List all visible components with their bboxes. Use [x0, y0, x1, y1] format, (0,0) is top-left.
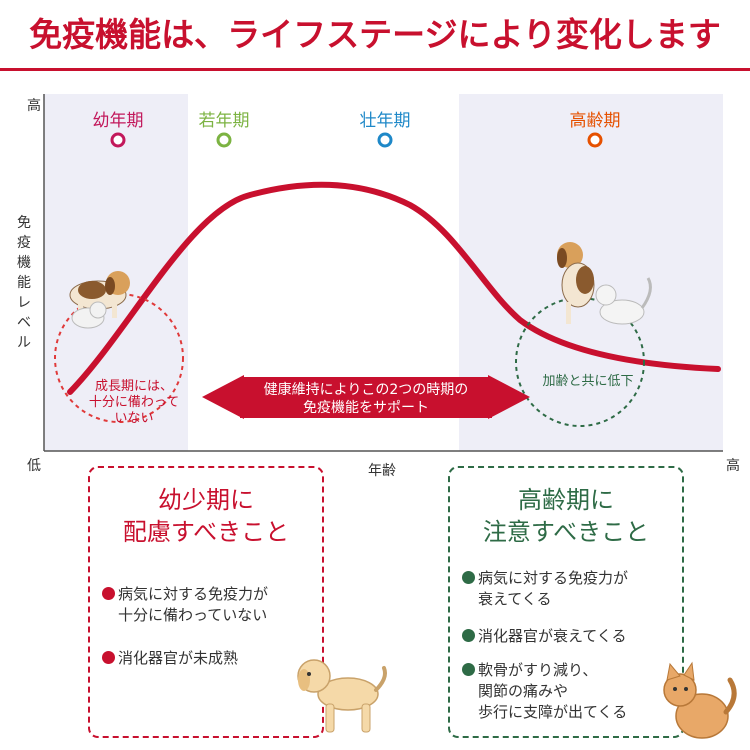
y-axis-label-char: 免: [17, 215, 31, 231]
young-item: 病気に対する免疫力が 十分に備わっていない: [102, 584, 314, 626]
bullet-dot: [102, 651, 115, 664]
card-title-line: 高齢期に: [518, 486, 614, 514]
senior-item: 軟骨がすり減り、 関節の痛みや 歩行に支障が出てくる: [462, 660, 674, 723]
y-axis-high-label: 高: [27, 97, 41, 114]
item-line: 消化器官が衰えてくる: [478, 627, 627, 645]
young-card-title: 幼少期に 配慮すべきこと: [90, 484, 322, 548]
item-line: 軟骨がすり減り、: [478, 661, 598, 679]
immune-curve: [67, 181, 721, 395]
item-line: 病気に対する免疫力が: [118, 585, 269, 603]
arrow-right-head: [488, 375, 530, 419]
item-line: 関節の痛みや: [478, 682, 569, 700]
y-axis-label-char: ル: [17, 335, 31, 351]
bullet-dot: [462, 663, 475, 676]
y-axis-label-char: 機: [17, 255, 31, 271]
young-care-card: 幼少期に 配慮すべきこと 病気に対する免疫力が 十分に備わっていない 消化器官が…: [88, 466, 324, 738]
card-title-line: 注意すべきこと: [482, 518, 650, 546]
young-note-circle: [54, 293, 184, 423]
stage-label-young: 幼年期: [93, 111, 144, 131]
stage-marker-young: [110, 132, 126, 148]
stage-label-junior: 若年期: [199, 111, 250, 131]
cat-illustration: [663, 661, 737, 739]
immune-diagram: 高 低 高 年齢 免 疫 機 能 レ ベ ル 幼年期 若年期 壮年期 高齢期 成…: [17, 94, 740, 479]
y-axis-label-char: レ: [17, 295, 31, 311]
senior-item: 消化器官が衰えてくる: [462, 626, 674, 647]
x-axis-label: 年齢: [368, 463, 396, 479]
page-title: 免疫機能は、ライフステージにより変化します: [29, 15, 721, 54]
senior-item: 病気に対する免疫力が 衰えてくる: [462, 568, 674, 610]
item-line: 消化器官が未成熟: [118, 649, 239, 667]
stage-label-adult: 壮年期: [360, 111, 411, 131]
card-title-line: 配慮すべきこと: [122, 518, 290, 546]
senior-note-circle: [515, 297, 645, 427]
young-note-line: いない: [114, 411, 153, 426]
x-axis-high-label: 高: [726, 457, 740, 474]
puppy-kitten-illustration: [69, 271, 130, 329]
y-axis-label-char: ベ: [17, 315, 31, 331]
stage-marker-senior: [587, 132, 603, 148]
young-item: 消化器官が未成熟: [102, 648, 314, 669]
stage-label-senior: 高齢期: [570, 111, 621, 131]
item-line: 歩行に支障が出てくる: [478, 703, 628, 721]
puppy-illustration: [297, 659, 387, 733]
item-line: 衰えてくる: [478, 590, 552, 608]
support-text-line: 健康維持によりこの2つの時期の: [264, 381, 469, 398]
senior-note: 加齢と共に低下: [542, 374, 633, 389]
senior-dog-cat-illustration: [557, 242, 652, 325]
y-axis-label-char: 能: [17, 275, 31, 291]
bullet-dot: [462, 629, 475, 642]
arrow-left-head: [202, 375, 244, 419]
card-title-line: 幼少期に: [158, 486, 254, 514]
young-note-line: 十分に備わって: [89, 394, 179, 410]
item-line: 十分に備わっていない: [118, 606, 268, 624]
young-note-line: 成長期には、: [95, 379, 173, 394]
title-divider: [0, 68, 750, 71]
senior-card-title: 高齢期に 注意すべきこと: [450, 484, 682, 548]
stage-marker-junior: [216, 132, 232, 148]
support-text-line: 免疫機能をサポート: [303, 400, 429, 416]
support-banner: [240, 377, 492, 418]
y-axis-low-label: 低: [27, 458, 41, 474]
bullet-dot: [102, 587, 115, 600]
item-line: 病気に対する免疫力が: [478, 569, 629, 587]
y-axis-label-char: 疫: [17, 235, 31, 251]
senior-care-card: 高齢期に 注意すべきこと 病気に対する免疫力が 衰えてくる 消化器官が衰えてくる…: [448, 466, 684, 738]
stage-marker-adult: [377, 132, 393, 148]
bullet-dot: [462, 571, 475, 584]
